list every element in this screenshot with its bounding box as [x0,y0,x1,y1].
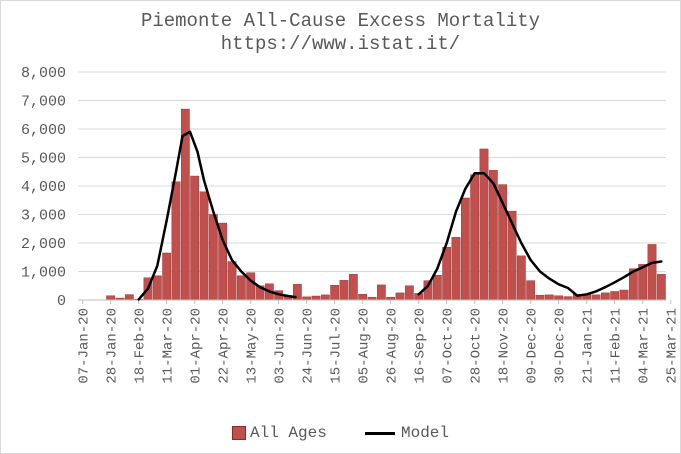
legend-label-model: Model [401,424,450,442]
y-tick-label: 3,000 [21,208,66,225]
bar [544,294,554,301]
x-tick-label: 03-Jun-20 [273,308,289,384]
bar [470,174,480,301]
bar [526,280,536,301]
bar [591,294,601,301]
bar [171,181,181,301]
x-tick-label: 26-Aug-20 [385,308,401,384]
x-tick-label: 18-Feb-20 [133,308,149,384]
x-tick-label: 07-Oct-20 [441,308,457,384]
bar [460,197,470,301]
bar [404,285,414,301]
bar [358,294,368,301]
bar [348,274,358,301]
bar [376,284,386,301]
bar [227,261,237,301]
bar [563,296,573,301]
bar [330,284,340,301]
chart-subtitle: https://www.istat.it/ [220,33,461,55]
bar [432,275,442,301]
bar [199,191,209,301]
bar [236,275,246,301]
x-tick-label: 01-Apr-20 [189,308,205,384]
bar [320,294,330,301]
bar [647,244,657,301]
bar [619,289,629,301]
y-tick-label: 1,000 [21,265,66,282]
legend-label-all-ages: All Ages [250,424,327,442]
y-tick-label: 6,000 [21,122,66,139]
legend-item-model: Model [365,422,449,444]
legend: All Ages Model [0,422,681,444]
bar [190,175,200,301]
y-tick-label: 8,000 [21,65,66,82]
x-tick-label: 11-Feb-21 [609,308,625,384]
bar [395,292,405,301]
x-tick-label: 13-May-20 [245,308,261,384]
x-tick-label: 05-Aug-20 [357,308,373,384]
bar [451,237,461,301]
x-tick-label: 21-Jan-21 [581,308,597,384]
y-tick-label: 7,000 [21,94,66,111]
bar [162,252,172,301]
bar [600,292,610,301]
y-tick-label: 4,000 [21,179,66,196]
bar [339,280,349,301]
bar [311,295,321,301]
bar [208,214,218,301]
y-tick-label: 2,000 [21,236,66,253]
bar [479,148,489,301]
bar [535,294,545,301]
legend-item-all-ages: All Ages [232,422,327,444]
x-tick-label: 07-Jan-20 [77,308,93,384]
x-tick-label: 24-Jun-20 [301,308,317,384]
model-line [137,130,297,301]
y-tick-label: 5,000 [21,151,66,168]
x-tick-label: 09-Dec-20 [525,308,541,384]
x-tick-label: 30-Dec-20 [553,308,569,384]
model-line [417,171,663,297]
x-tick-label: 28-Oct-20 [469,308,485,384]
bar [610,291,620,301]
y-tick-label: 0 [57,293,66,310]
legend-swatch-bar [232,426,246,440]
x-tick-label: 15-Jul-20 [329,308,345,384]
chart-title: Piemonte All-Cause Excess Mortality [140,10,541,32]
x-tick-label: 25-Mar-21 [665,308,681,384]
bar [656,274,666,301]
bar [442,247,452,301]
x-tick-label: 16-Sep-20 [413,308,429,384]
x-tick-label: 04-Mar-21 [637,308,653,384]
x-tick-label: 28-Jan-20 [105,308,121,384]
legend-swatch-line [365,431,395,435]
x-tick-label: 22-Apr-20 [217,308,233,384]
x-tick-label: 18-Nov-20 [497,308,513,384]
bar [516,255,526,301]
bar [124,294,134,301]
x-tick-label: 11-Mar-20 [161,308,177,384]
bar [554,295,564,301]
bar [152,275,162,301]
bar [106,295,116,301]
